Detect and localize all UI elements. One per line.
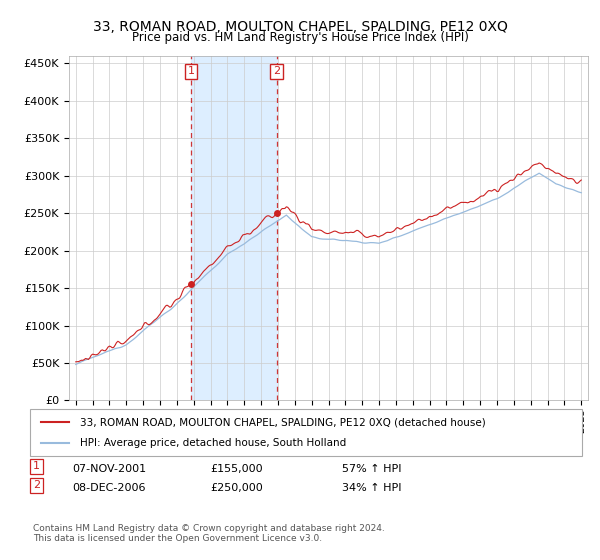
Text: 07-NOV-2001: 07-NOV-2001 (72, 464, 146, 474)
Bar (191, 56, 277, 400)
Text: 33, ROMAN ROAD, MOULTON CHAPEL, SPALDING, PE12 0XQ: 33, ROMAN ROAD, MOULTON CHAPEL, SPALDING… (92, 20, 508, 34)
Text: 2: 2 (33, 480, 40, 491)
Text: 08-DEC-2006: 08-DEC-2006 (72, 483, 146, 493)
Text: Price paid vs. HM Land Registry's House Price Index (HPI): Price paid vs. HM Land Registry's House … (131, 31, 469, 44)
Text: 34% ↑ HPI: 34% ↑ HPI (342, 483, 401, 493)
Text: 1: 1 (33, 461, 40, 472)
Text: 33, ROMAN ROAD, MOULTON CHAPEL, SPALDING, PE12 0XQ (detached house): 33, ROMAN ROAD, MOULTON CHAPEL, SPALDING… (80, 417, 485, 427)
Text: HPI: Average price, detached house, South Holland: HPI: Average price, detached house, Sout… (80, 438, 346, 448)
FancyBboxPatch shape (30, 409, 582, 456)
Text: £155,000: £155,000 (210, 464, 263, 474)
Text: 57% ↑ HPI: 57% ↑ HPI (342, 464, 401, 474)
Text: 2: 2 (273, 66, 280, 76)
Text: £250,000: £250,000 (210, 483, 263, 493)
Text: Contains HM Land Registry data © Crown copyright and database right 2024.
This d: Contains HM Land Registry data © Crown c… (33, 524, 385, 543)
Text: 1: 1 (187, 66, 194, 76)
